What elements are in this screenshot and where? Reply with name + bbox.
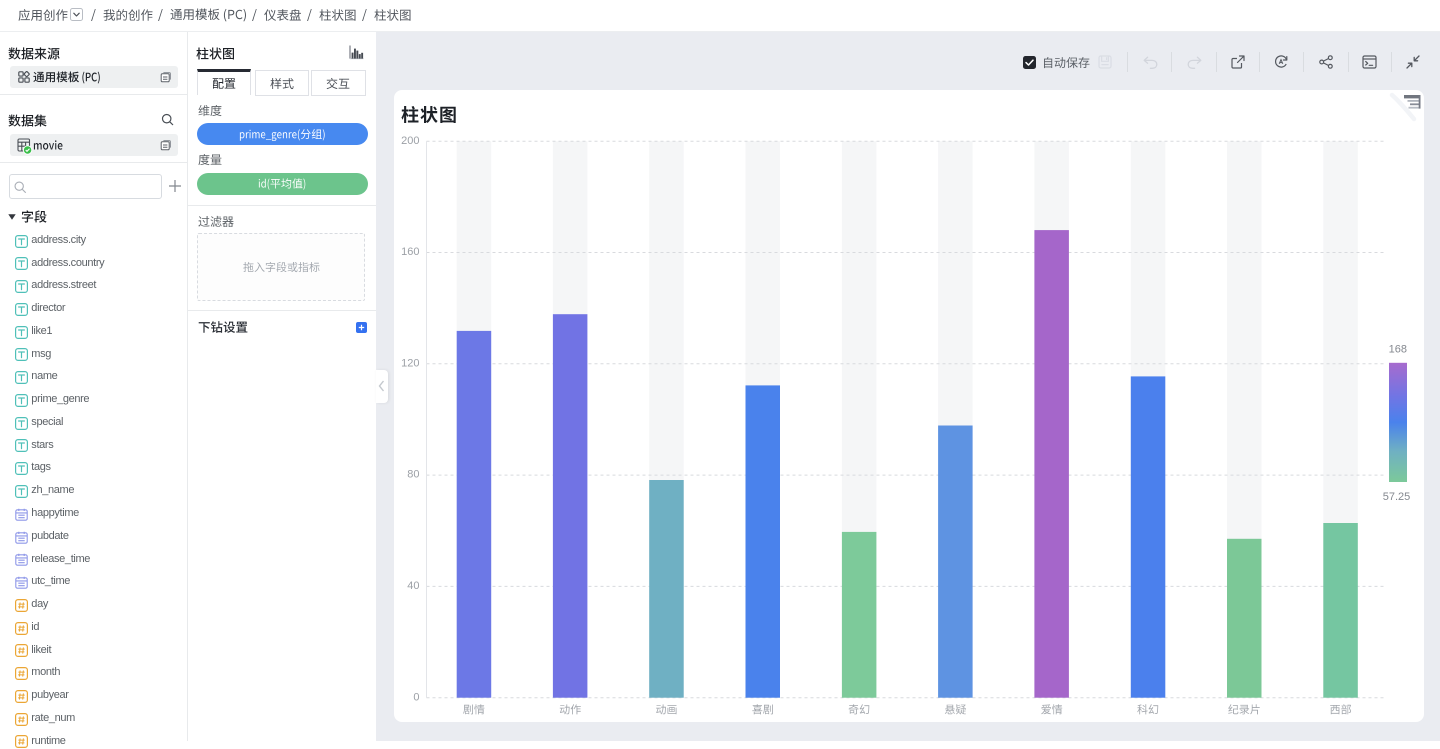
svg-text:57.25: 57.25	[1383, 491, 1411, 503]
svg-text:80: 80	[407, 469, 419, 481]
svg-text:120: 120	[401, 357, 419, 369]
svg-text:168: 168	[1389, 344, 1407, 356]
svg-text:40: 40	[407, 580, 419, 592]
svg-text:160: 160	[401, 246, 419, 258]
svg-text:200: 200	[401, 135, 419, 147]
svg-text:0: 0	[413, 691, 419, 703]
